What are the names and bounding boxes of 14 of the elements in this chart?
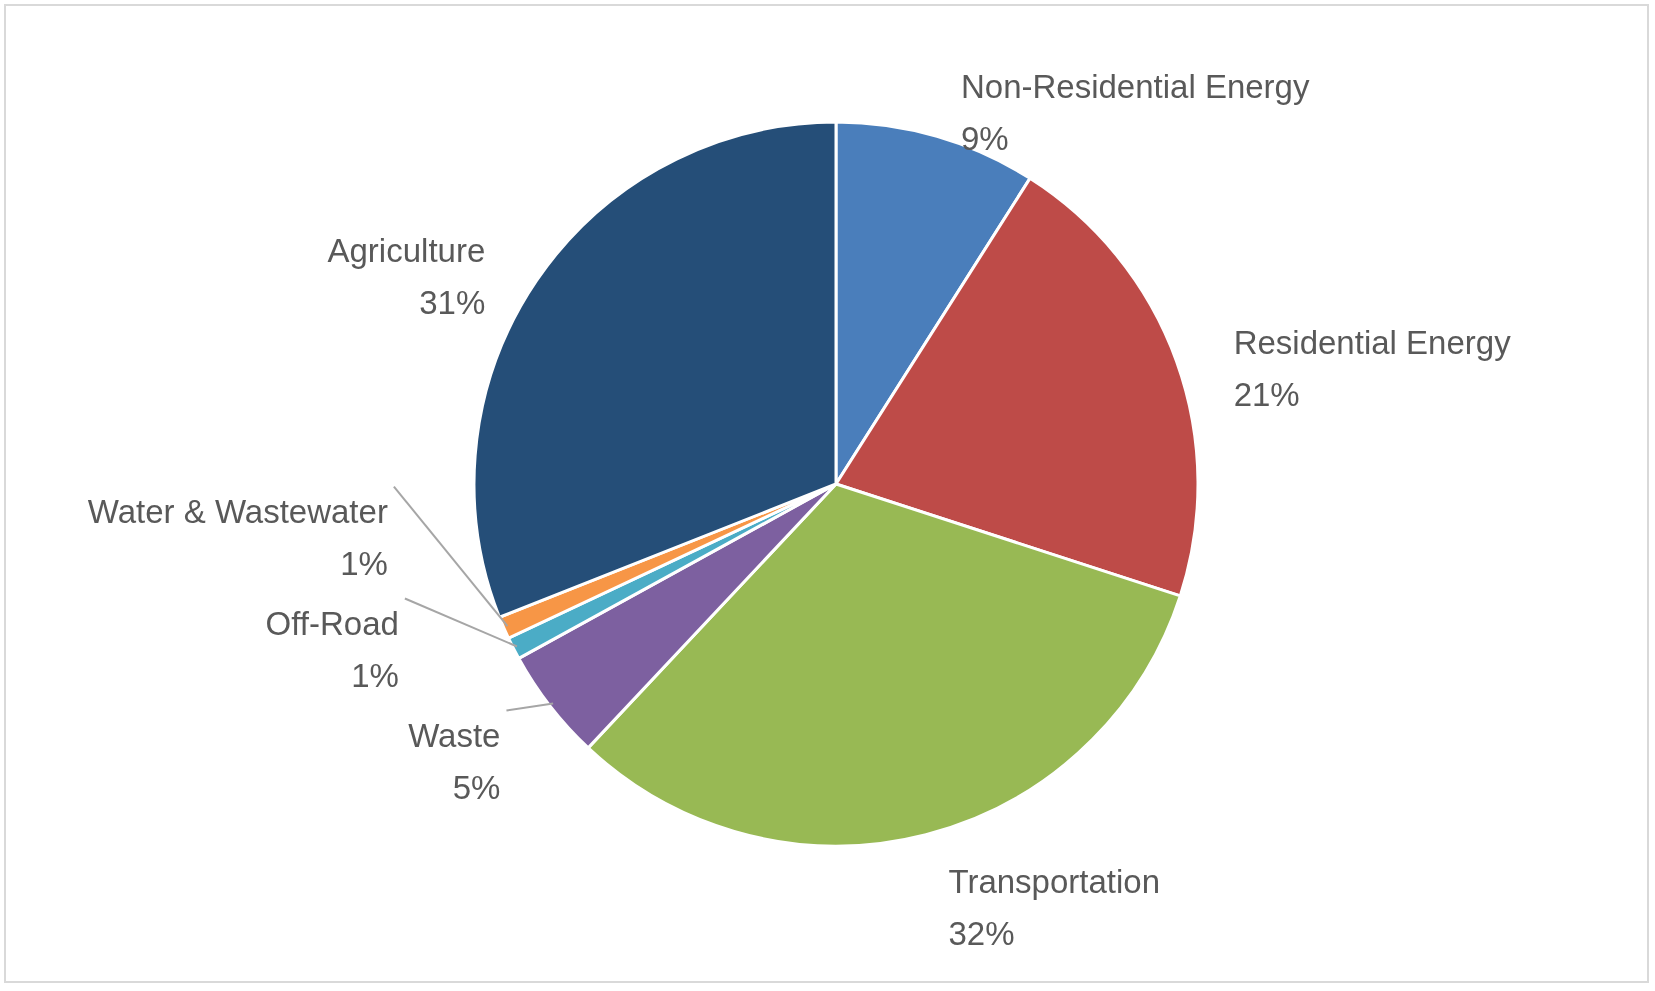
data-label: 32%	[948, 915, 1015, 953]
slice-label: Residential Energy	[1233, 324, 1512, 362]
slice-label: Transportation	[948, 863, 1161, 901]
slice-label: Non-Residential Energy	[960, 68, 1310, 106]
slice-label: Water & Wastewater	[87, 492, 388, 530]
slice-label: Agriculture	[327, 232, 486, 270]
data-label: 31%	[419, 284, 486, 322]
data-label: 21%	[1233, 376, 1300, 414]
data-label: 9%	[960, 120, 1009, 158]
slice-label: Off-Road	[265, 604, 399, 642]
data-label: 1%	[340, 544, 388, 582]
data-label: 1%	[351, 656, 399, 694]
data-label: 5%	[452, 768, 501, 806]
slice-label: Waste	[408, 716, 501, 754]
